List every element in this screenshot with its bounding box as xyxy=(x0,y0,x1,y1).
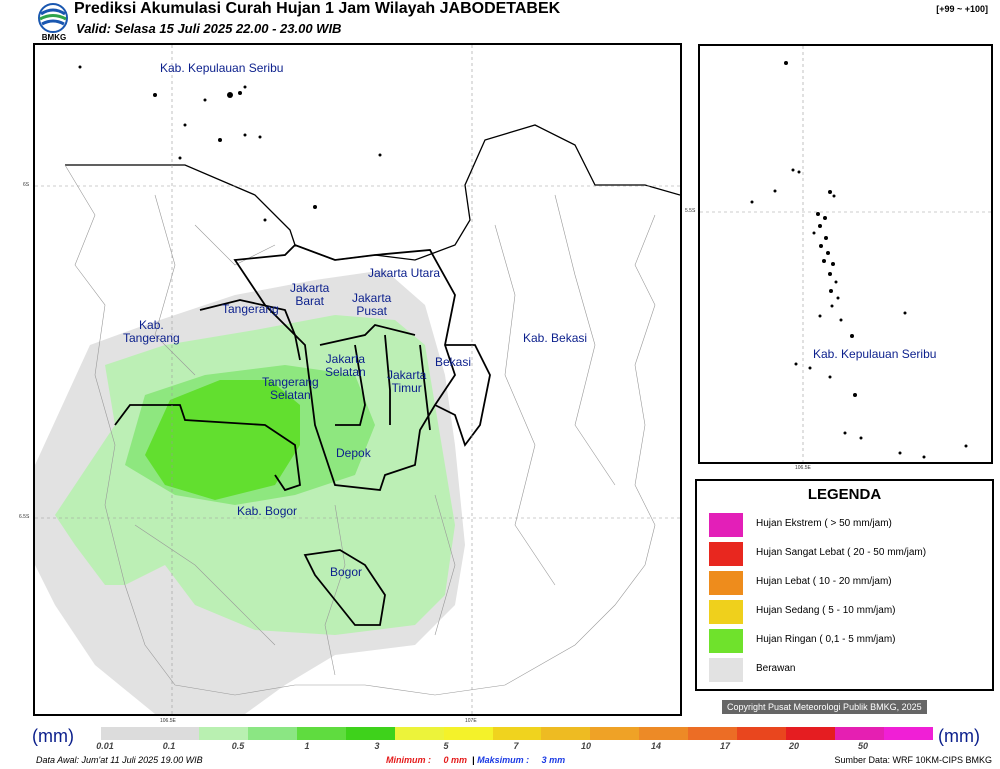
scale-tick-label: 1 xyxy=(304,741,310,751)
legend-item-sangat-lebat: Hujan Sangat Lebat ( 20 - 50 mm/jam) xyxy=(709,542,989,566)
scale-segment xyxy=(101,727,150,740)
forecast-hour-range: [+99 ~ +100] xyxy=(936,4,988,14)
legend-item-berawan: Berawan xyxy=(709,658,989,682)
scale-segment xyxy=(884,727,933,740)
legend-label: Hujan Lebat ( 10 - 20 mm/jam) xyxy=(756,576,892,587)
data-awal: Data Awal: Jum'at 11 Juli 2025 19.00 WIB xyxy=(36,755,203,765)
scale-tick-label: 20 xyxy=(788,741,800,751)
scale-segment xyxy=(590,727,640,740)
scale-segment xyxy=(688,727,738,740)
color-scale-bar xyxy=(101,727,933,740)
scale-tick-label: 10 xyxy=(580,741,592,751)
scale-segment xyxy=(296,727,346,740)
label-jakarta-barat: Jakarta Barat xyxy=(290,281,330,308)
label-jakarta-selatan: Jakarta Selatan xyxy=(325,352,366,379)
label-tangerang-selatan: Tangerang Selatan xyxy=(262,375,319,402)
scale-tick-label: 14 xyxy=(650,741,662,751)
scale-tick-label: 17 xyxy=(719,741,731,751)
copyright: Copyright Pusat Meteorologi Publik BMKG,… xyxy=(722,700,927,714)
min-max-summary: Minimum : 0 mm | Maksimum : 3 mm xyxy=(386,755,565,765)
minimum-label: Minimum : xyxy=(386,755,431,765)
legend: LEGENDA Hujan Ekstrem ( > 50 mm/jam) Huj… xyxy=(695,479,994,691)
maximum-value: 3 mm xyxy=(541,755,566,765)
label-bogor: Bogor xyxy=(330,565,363,579)
scale-segment xyxy=(198,727,248,740)
lon-label-107e: 107E xyxy=(465,718,477,724)
legend-swatch xyxy=(709,542,743,566)
label-kab-tangerang: Kab. Tangerang xyxy=(123,318,180,345)
label-depok: Depok xyxy=(336,446,371,460)
scale-segment xyxy=(786,727,836,740)
scale-segment xyxy=(835,727,884,740)
scale-segment xyxy=(394,727,444,740)
label-kab-bogor: Kab. Bogor xyxy=(237,504,298,518)
legend-item-lebat: Hujan Lebat ( 10 - 20 mm/jam) xyxy=(709,571,989,595)
scale-segment xyxy=(639,727,689,740)
scale-segment xyxy=(149,727,199,740)
inset-lon-label: 106.5E xyxy=(795,465,811,471)
scale-tick-label: 5 xyxy=(443,741,449,751)
legend-label: Hujan Ekstrem ( > 50 mm/jam) xyxy=(756,518,892,529)
minimum-value: 0 mm xyxy=(443,755,468,765)
lon-label-106-5e: 106.5E xyxy=(160,718,176,724)
label-bekasi: Bekasi xyxy=(435,355,472,369)
bmkg-logo xyxy=(34,2,72,44)
label-jakarta-timur: Jakarta Timur xyxy=(387,368,427,395)
legend-item-ekstrem: Hujan Ekstrem ( > 50 mm/jam) xyxy=(709,513,989,537)
scale-tick-label: 7 xyxy=(513,741,519,751)
label-tangerang: Tangerang xyxy=(222,302,279,316)
legend-swatch xyxy=(709,658,743,682)
light-rain-core xyxy=(145,380,300,500)
inset-lat-label-outer: 5.5S xyxy=(685,208,696,214)
scale-segment xyxy=(443,727,493,740)
unit-left: (mm) xyxy=(32,726,74,746)
label-jakarta-pusat: Jakarta Pusat xyxy=(352,291,392,318)
legend-item-sedang: Hujan Sedang ( 5 - 10 mm/jam) xyxy=(709,600,989,624)
legend-swatch xyxy=(709,513,743,537)
legend-label: Berawan xyxy=(756,663,796,674)
scale-segment xyxy=(345,727,395,740)
main-map: Kab. Kepulauan Seribu Jakarta Utara Jaka… xyxy=(33,43,682,716)
scale-segment xyxy=(541,727,591,740)
label-kab-bekasi: Kab. Bekasi xyxy=(523,331,588,345)
scale-tick-label: 0.1 xyxy=(162,741,176,751)
scale-segment xyxy=(247,727,297,740)
legend-swatch xyxy=(709,629,743,653)
page-title: Prediksi Akumulasi Curah Hujan 1 Jam Wil… xyxy=(74,0,561,17)
coastline xyxy=(65,124,680,261)
scale-segment xyxy=(737,727,787,740)
lat-label-6-5s-outer: 6.5S xyxy=(19,514,30,520)
label-kepulauan-seribu: Kab. Kepulauan Seribu xyxy=(160,61,284,75)
label-jakarta-utara: Jakarta Utara xyxy=(368,266,441,280)
legend-label: Hujan Ringan ( 0,1 - 5 mm/jam) xyxy=(756,634,896,645)
inset-label-kepulauan-seribu: Kab. Kepulauan Seribu xyxy=(813,347,937,361)
legend-label: Hujan Sedang ( 5 - 10 mm/jam) xyxy=(756,605,896,616)
separator: | xyxy=(472,755,475,765)
scale-segment xyxy=(492,727,542,740)
valid-time: Valid: Selasa 15 Juli 2025 22.00 - 23.00… xyxy=(76,21,342,36)
legend-title: LEGENDA xyxy=(807,486,882,503)
scale-tick-label: 0.5 xyxy=(231,741,245,751)
logo-text: BMKG xyxy=(41,33,67,42)
legend-item-ringan: Hujan Ringan ( 0,1 - 5 mm/jam) xyxy=(709,629,989,653)
lat-label-6s-outer: 6S xyxy=(23,182,30,188)
data-source: Sumber Data: WRF 10KM-CIPS BMKG xyxy=(834,755,992,765)
inset-map: Kab. Kepulauan Seribu 5.5S xyxy=(698,44,993,464)
scale-tick-label: 0.01 xyxy=(96,741,114,751)
legend-swatch xyxy=(709,600,743,624)
legend-label: Hujan Sangat Lebat ( 20 - 50 mm/jam) xyxy=(756,547,927,558)
unit-right: (mm) xyxy=(938,726,980,746)
scale-tick-label: 3 xyxy=(374,741,380,751)
maximum-label: Maksimum : xyxy=(477,755,530,765)
scale-tick-label: 50 xyxy=(857,741,869,751)
legend-swatch xyxy=(709,571,743,595)
